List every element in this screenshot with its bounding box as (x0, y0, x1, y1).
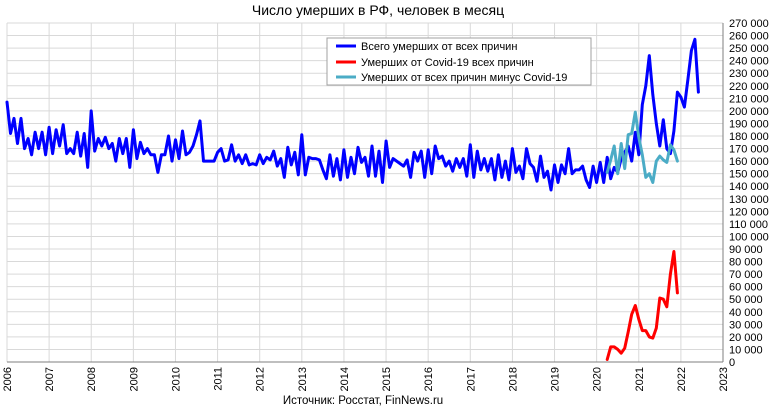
y-tick-label: 190 000 (729, 118, 769, 130)
y-tick-label: 240 000 (729, 56, 769, 68)
y-tick-label: 160 000 (729, 156, 769, 168)
x-tick-label: 2022 (676, 367, 688, 391)
legend-label-total: Всего умерших от всех причин (361, 41, 517, 53)
x-tick-label: 2023 (718, 367, 730, 391)
legend-box (326, 37, 592, 86)
y-tick-label: 250 000 (729, 43, 769, 55)
y-tick-label: 200 000 (729, 106, 769, 118)
y-tick-label: 50 000 (729, 294, 763, 306)
x-tick-label: 2017 (465, 367, 477, 391)
y-tick-label: 60 000 (729, 282, 763, 294)
y-tick-label: 0 (729, 357, 735, 369)
x-tick-label: 2019 (550, 367, 562, 391)
series-line-total-deaths (5, 37, 700, 192)
x-tick-label: 2011 (213, 367, 225, 391)
x-axis-ticks: 2006 2007 2008 2009 2010 2011 2012 2013 2014 2015… (2, 367, 730, 391)
y-tick-label: 30 000 (729, 319, 763, 331)
y-tick-label: 210 000 (729, 93, 769, 105)
y-tick-label: 230 000 (729, 68, 769, 80)
y-tick-label: 220 000 (729, 81, 769, 93)
legend: Всего умерших от всех причин Умерших от … (326, 37, 592, 86)
x-tick-label: 2009 (128, 367, 140, 391)
legend-label-minus-covid: Умерших от всех причин минус Covid-19 (361, 72, 567, 84)
x-tick-label: 2010 (170, 367, 182, 391)
y-tick-label: 80 000 (729, 257, 763, 269)
y-tick-label: 20 000 (729, 332, 763, 344)
x-tick-label: 2015 (381, 367, 393, 391)
x-tick-label: 2014 (339, 367, 351, 391)
series-line-deaths-minus-covid (605, 110, 679, 184)
y-tick-label: 110 000 (729, 219, 768, 231)
x-tick-label: 2013 (297, 367, 309, 391)
x-tick-label: 2007 (44, 367, 56, 391)
y-tick-label: 120 000 (729, 206, 769, 218)
chart-title: Число умерших в РФ, человек в месяц (252, 2, 504, 18)
y-tick-label: 70 000 (729, 269, 763, 281)
y-tick-label: 150 000 (729, 169, 769, 181)
x-tick-label: 2021 (634, 367, 646, 391)
y-tick-label: 140 000 (729, 181, 769, 193)
x-tick-label: 2012 (255, 367, 267, 391)
y-tick-label: 10 000 (729, 344, 763, 356)
series-lines (5, 37, 700, 361)
y-tick-label: 100 000 (729, 231, 769, 243)
x-tick-label: 2016 (423, 367, 435, 391)
source-note: Источник: Росстат, FinNews.ru (283, 395, 443, 407)
series-line-covid-deaths (605, 250, 679, 361)
legend-label-covid: Умерших от Covid-19 всех причин (361, 57, 534, 69)
y-tick-label: 90 000 (729, 244, 763, 256)
y-tick-label: 260 000 (729, 31, 769, 43)
x-tick-label: 2020 (592, 367, 604, 391)
x-tick-label: 2006 (2, 367, 14, 391)
x-tick-label: 2008 (86, 367, 98, 391)
y-tick-label: 180 000 (729, 131, 769, 143)
y-tick-label: 40 000 (729, 307, 763, 319)
y-tick-label: 170 000 (729, 144, 769, 156)
x-tick-label: 2018 (507, 367, 519, 391)
y-tick-label: 270 000 (729, 18, 769, 30)
gridlines (6, 22, 724, 363)
y-tick-label: 130 000 (729, 194, 769, 206)
